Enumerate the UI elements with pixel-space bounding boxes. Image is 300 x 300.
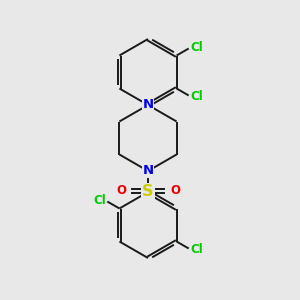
Text: O: O [170,184,180,197]
Text: O: O [116,184,126,197]
Text: N: N [142,98,154,112]
Text: Cl: Cl [190,243,203,256]
Text: Cl: Cl [190,90,203,103]
Text: Cl: Cl [93,194,106,207]
Text: Cl: Cl [190,41,203,54]
Text: S: S [142,184,154,199]
Text: N: N [142,164,154,178]
